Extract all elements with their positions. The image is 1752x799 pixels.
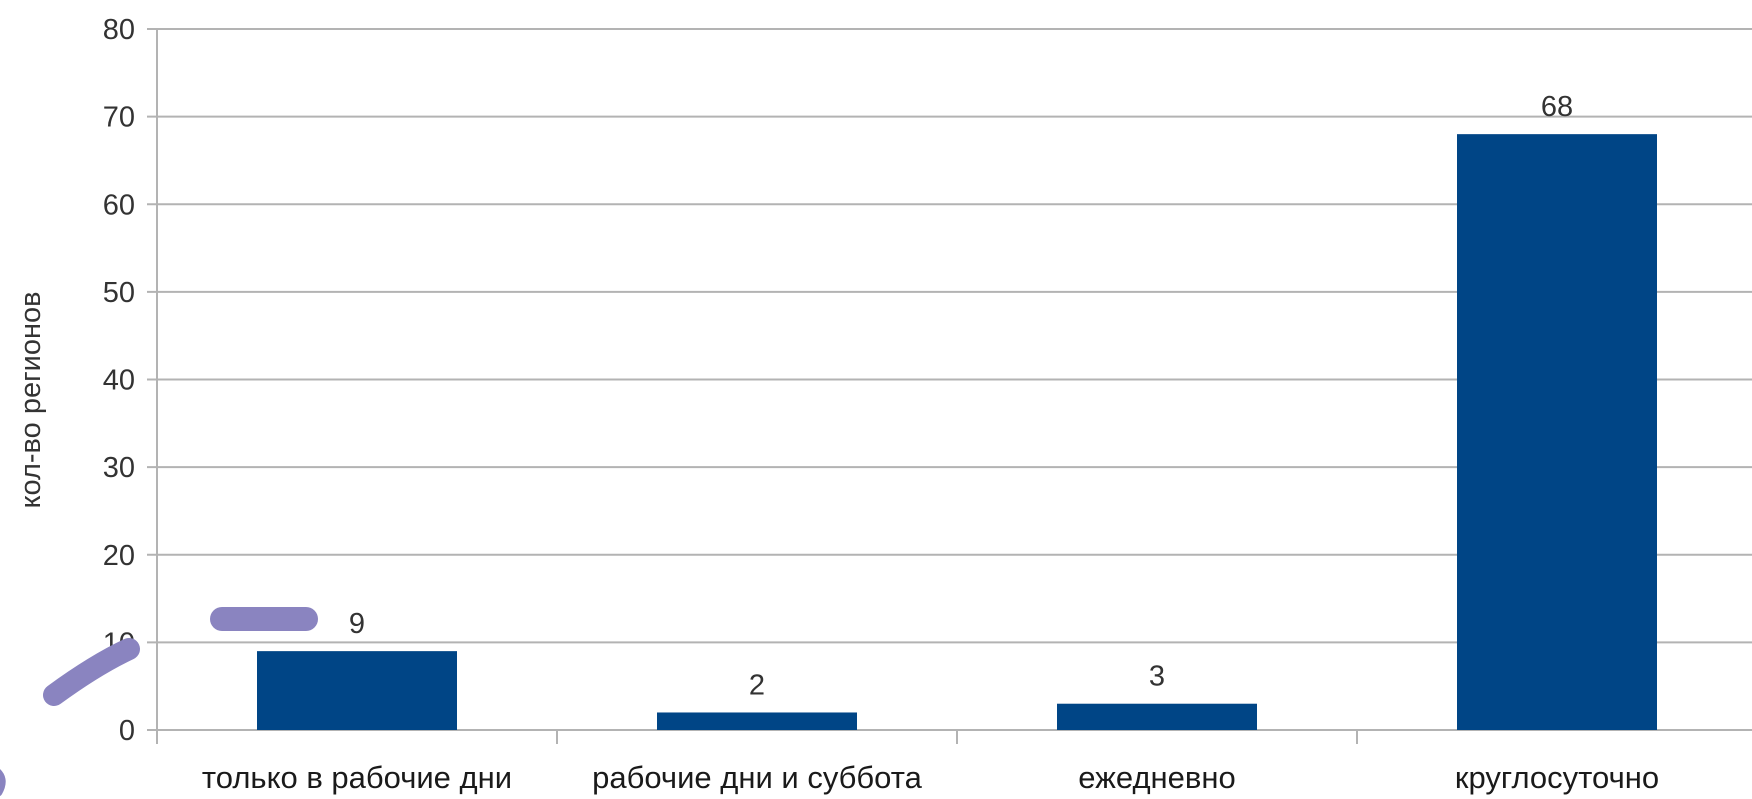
data-label: 3 (1149, 661, 1165, 693)
y-tick-label: 80 (103, 14, 135, 46)
y-tick-label: 60 (103, 189, 135, 221)
annotation-stroke (0, 769, 6, 797)
data-labels: 9 2 3 68 (349, 91, 1573, 701)
category-labels: только в рабочие дни рабочие дни и суббот… (202, 760, 1659, 795)
bar (257, 651, 457, 730)
bar (1057, 703, 1257, 730)
bar (1457, 134, 1657, 730)
bars (257, 134, 1657, 730)
y-axis-title: кол-во регионов (15, 291, 47, 508)
y-tick-label: 0 (119, 715, 135, 747)
y-tick-label: 40 (103, 365, 135, 397)
annotation-stroke (43, 638, 140, 706)
category-label: ежедневно (1078, 760, 1235, 795)
data-label: 68 (1541, 91, 1573, 123)
data-label: 9 (349, 608, 365, 640)
category-label: только в рабочие дни (202, 760, 512, 795)
y-tick-label: 30 (103, 452, 135, 484)
bar (657, 712, 857, 730)
y-tick-label: 20 (103, 540, 135, 572)
pen-annotations (0, 607, 318, 797)
category-label: рабочие дни и суббота (592, 760, 922, 795)
category-label: круглосуточно (1455, 760, 1659, 795)
data-label: 2 (749, 669, 765, 701)
y-tick-label: 50 (103, 277, 135, 309)
y-tick-label: 70 (103, 102, 135, 134)
